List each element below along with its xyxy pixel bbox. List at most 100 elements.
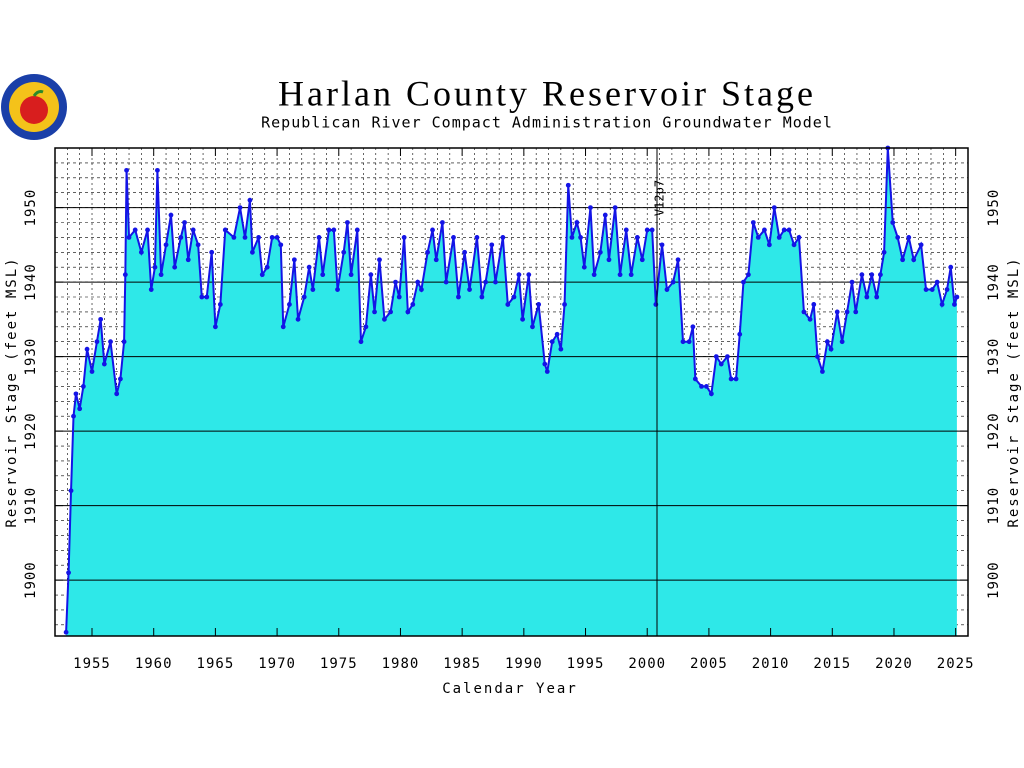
data-point — [396, 294, 402, 300]
data-point — [617, 272, 623, 278]
x-tick-label: 1965 — [197, 656, 235, 672]
x-tick-label: 2000 — [628, 656, 666, 672]
data-point — [256, 235, 261, 240]
data-point — [138, 249, 144, 255]
data-point — [653, 302, 659, 307]
data-point — [881, 249, 887, 255]
data-point — [954, 294, 960, 300]
data-point — [358, 339, 364, 345]
data-point — [489, 242, 495, 248]
data-point — [71, 413, 76, 419]
data-point — [493, 279, 498, 285]
data-point — [280, 324, 286, 330]
y-tick-label: 1940 — [23, 263, 39, 301]
data-point — [126, 235, 132, 240]
data-point — [451, 235, 456, 240]
data-point — [419, 287, 424, 292]
x-tick-label: 2015 — [813, 656, 851, 672]
data-point — [178, 235, 184, 240]
data-point — [824, 339, 830, 345]
y-tick-label: 1910 — [23, 487, 39, 525]
data-point — [542, 361, 548, 367]
y-tick-label-right: 1930 — [986, 338, 1002, 376]
y-tick-label: 1950 — [23, 189, 39, 227]
data-point — [574, 220, 580, 225]
data-point — [874, 294, 880, 300]
data-point — [692, 376, 698, 382]
data-point — [217, 302, 223, 307]
data-point — [786, 227, 792, 233]
data-point — [301, 294, 307, 300]
data-point — [755, 235, 761, 240]
data-point — [918, 242, 924, 248]
data-point — [890, 220, 896, 225]
data-point — [145, 227, 150, 233]
data-point — [80, 384, 86, 389]
data-point — [544, 369, 550, 374]
data-point — [680, 339, 686, 345]
data-point — [602, 212, 608, 218]
data-point — [906, 235, 912, 240]
data-point — [316, 235, 322, 240]
data-point — [163, 242, 169, 248]
data-point — [639, 257, 645, 263]
y-tick-label: 1900 — [23, 561, 39, 599]
data-point — [511, 294, 517, 300]
data-point — [148, 287, 154, 292]
x-tick-label: 2010 — [752, 656, 790, 672]
data-point — [209, 249, 215, 255]
data-point — [741, 279, 746, 285]
data-point — [393, 279, 398, 285]
series-line — [65, 147, 958, 633]
x-tick-label: 1955 — [73, 656, 111, 672]
data-point — [750, 220, 756, 225]
data-point — [158, 272, 164, 278]
data-point — [204, 294, 210, 300]
data-point — [649, 227, 655, 233]
data-point — [708, 391, 714, 397]
data-point — [718, 361, 724, 367]
chart-title: Harlan County Reservoir Stage — [278, 73, 816, 113]
data-point — [456, 294, 461, 300]
data-point — [377, 257, 382, 263]
data-point — [190, 227, 196, 233]
data-point — [222, 227, 228, 233]
data-point — [132, 227, 138, 233]
data-point — [122, 272, 128, 278]
data-point — [934, 279, 940, 285]
data-point — [728, 376, 734, 382]
data-point — [77, 406, 83, 412]
data-point — [807, 316, 813, 322]
data-point — [66, 570, 71, 576]
data-point — [405, 309, 411, 315]
x-axis-label: Calendar Year — [442, 681, 578, 697]
data-point — [762, 227, 767, 233]
data-point — [212, 324, 218, 330]
data-point — [623, 227, 629, 233]
data-point — [94, 339, 100, 345]
data-point — [410, 302, 416, 307]
data-point — [569, 235, 575, 240]
data-point — [588, 205, 593, 211]
data-point — [335, 287, 340, 292]
x-tick-label: 1985 — [443, 656, 481, 672]
data-point — [462, 249, 468, 255]
data-point — [562, 302, 567, 307]
data-point — [815, 354, 820, 360]
data-point — [801, 309, 807, 315]
data-point — [900, 257, 906, 263]
data-point — [295, 316, 301, 322]
data-point — [704, 384, 709, 389]
data-point — [124, 167, 129, 173]
x-tick-label: 2025 — [937, 656, 975, 672]
data-point — [578, 235, 583, 240]
data-point — [388, 309, 393, 315]
data-point — [483, 279, 488, 285]
data-point — [363, 324, 369, 330]
data-point — [433, 257, 439, 263]
data-point — [73, 391, 79, 397]
y-tick-label-right: 1900 — [986, 561, 1002, 599]
data-point — [155, 167, 160, 173]
data-point — [849, 279, 855, 285]
y-tick-label: 1930 — [23, 338, 39, 376]
